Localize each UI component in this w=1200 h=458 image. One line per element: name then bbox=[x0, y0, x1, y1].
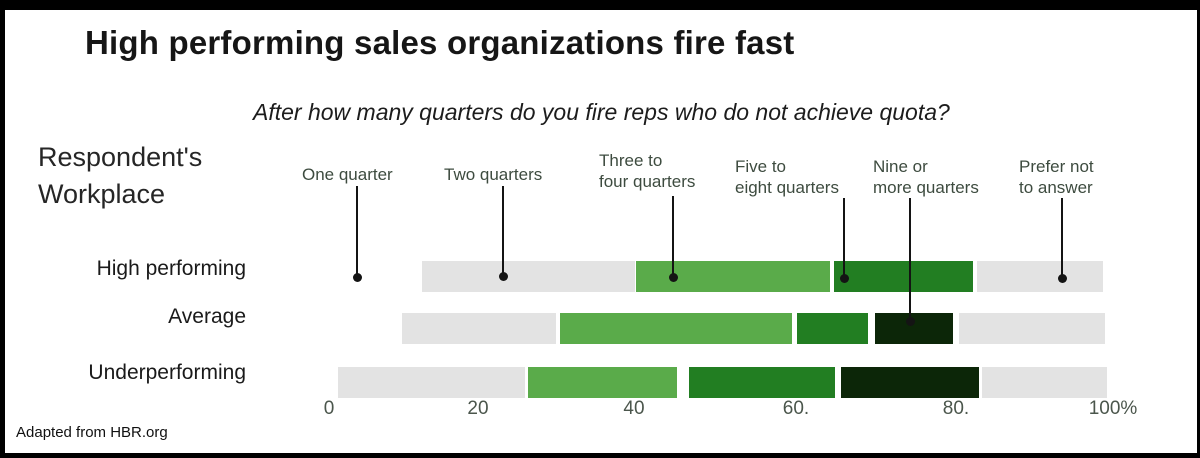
callout-label-prefer-not-to-answer: Prefer not to answer bbox=[1019, 156, 1094, 198]
row-label-average: Average bbox=[168, 305, 246, 328]
x-tick-80-: 80. bbox=[942, 398, 970, 419]
callout-label-nine-or-more-quarters: Nine or more quarters bbox=[873, 156, 979, 198]
callout-label-line: Three to bbox=[599, 151, 663, 170]
callout-leader-line bbox=[909, 198, 911, 321]
chart-subtitle: After how many quarters do you fire reps… bbox=[253, 99, 950, 125]
callout-label-five-to-eight-quarters: Five to eight quarters bbox=[735, 156, 839, 198]
bar-segment-two-quarters bbox=[401, 313, 557, 344]
frame-bottom-bar bbox=[0, 453, 1200, 458]
callout-label-line: Prefer not bbox=[1019, 157, 1094, 176]
bar-row-average bbox=[329, 313, 1105, 344]
callout-label-line: Nine or bbox=[873, 157, 928, 176]
row-label-underperforming: Underperforming bbox=[88, 361, 246, 384]
source-note: Adapted from HBR.org bbox=[16, 424, 168, 441]
frame-left-bar bbox=[0, 0, 5, 458]
frame-top-bar bbox=[0, 0, 1200, 10]
bar-segment-five-to-eight-quarters bbox=[689, 367, 835, 398]
callout-label-line: to answer bbox=[1019, 178, 1093, 197]
bar-segment-three-to-four-quarters bbox=[636, 261, 831, 292]
callout-label-line: more quarters bbox=[873, 178, 979, 197]
callout-label-line: Five to bbox=[735, 157, 787, 176]
row-group-title-line1: Respondent's bbox=[38, 142, 203, 172]
callout-label-three-to-four-quarters: Three to four quarters bbox=[599, 150, 695, 192]
callout-dot bbox=[669, 273, 678, 282]
bar-segment-prefer-not-to-answer bbox=[959, 313, 1105, 344]
callout-dot bbox=[906, 317, 915, 326]
x-tick-100-: 100% bbox=[1088, 398, 1138, 419]
callout-label-line: four quarters bbox=[599, 172, 696, 191]
callout-label-two-quarters: Two quarters bbox=[444, 164, 542, 185]
bar-segment-three-to-four-quarters bbox=[527, 367, 677, 398]
bar-segment-nine-or-more-quarters bbox=[875, 313, 953, 344]
bar-segment-one-quarter bbox=[329, 313, 401, 344]
bar-segment-prefer-not-to-answer bbox=[976, 261, 1104, 292]
callout-leader-line bbox=[1061, 198, 1063, 278]
callout-label-line: One quarter bbox=[302, 165, 393, 184]
callout-label-line: Two quarters bbox=[444, 165, 543, 184]
callout-label-one-quarter: One quarter bbox=[302, 164, 393, 185]
callout-leader-line bbox=[502, 186, 504, 276]
bar-row-high-performing bbox=[329, 261, 1105, 292]
bar-segment-five-to-eight-quarters bbox=[834, 261, 974, 292]
row-group-title-line2: Workplace bbox=[38, 179, 166, 209]
bar-segment-nine-or-more-quarters bbox=[841, 367, 979, 398]
row-label-high-performing: High performing bbox=[96, 257, 246, 280]
callout-dot bbox=[353, 273, 362, 282]
callout-leader-line bbox=[672, 196, 674, 277]
frame-right-bar bbox=[1197, 0, 1200, 458]
x-tick-20: 20 bbox=[467, 398, 489, 419]
chart-title: High performing sales organizations fire… bbox=[85, 24, 795, 61]
callout-dot bbox=[840, 274, 849, 283]
bar-segment-two-quarters bbox=[422, 261, 635, 292]
callout-leader-line bbox=[356, 186, 358, 277]
bar-segment-one-quarter bbox=[329, 367, 337, 398]
row-group-title: Respondent's Workplace bbox=[38, 139, 202, 213]
callout-dot bbox=[1058, 274, 1067, 283]
bar-segment-one-quarter bbox=[329, 261, 421, 292]
bar-segment-prefer-not-to-answer bbox=[982, 367, 1107, 398]
callout-dot bbox=[499, 272, 508, 281]
x-tick-0: 0 bbox=[323, 398, 335, 419]
bar-segment-three-to-four-quarters bbox=[560, 313, 793, 344]
bar-segment-two-quarters bbox=[338, 367, 525, 398]
bar-row-underperforming bbox=[329, 367, 1107, 398]
callout-leader-line bbox=[843, 198, 845, 278]
callout-label-line: eight quarters bbox=[735, 178, 839, 197]
x-tick-60-: 60. bbox=[782, 398, 810, 419]
x-tick-40: 40 bbox=[623, 398, 645, 419]
bar-segment-five-to-eight-quarters bbox=[796, 313, 869, 344]
